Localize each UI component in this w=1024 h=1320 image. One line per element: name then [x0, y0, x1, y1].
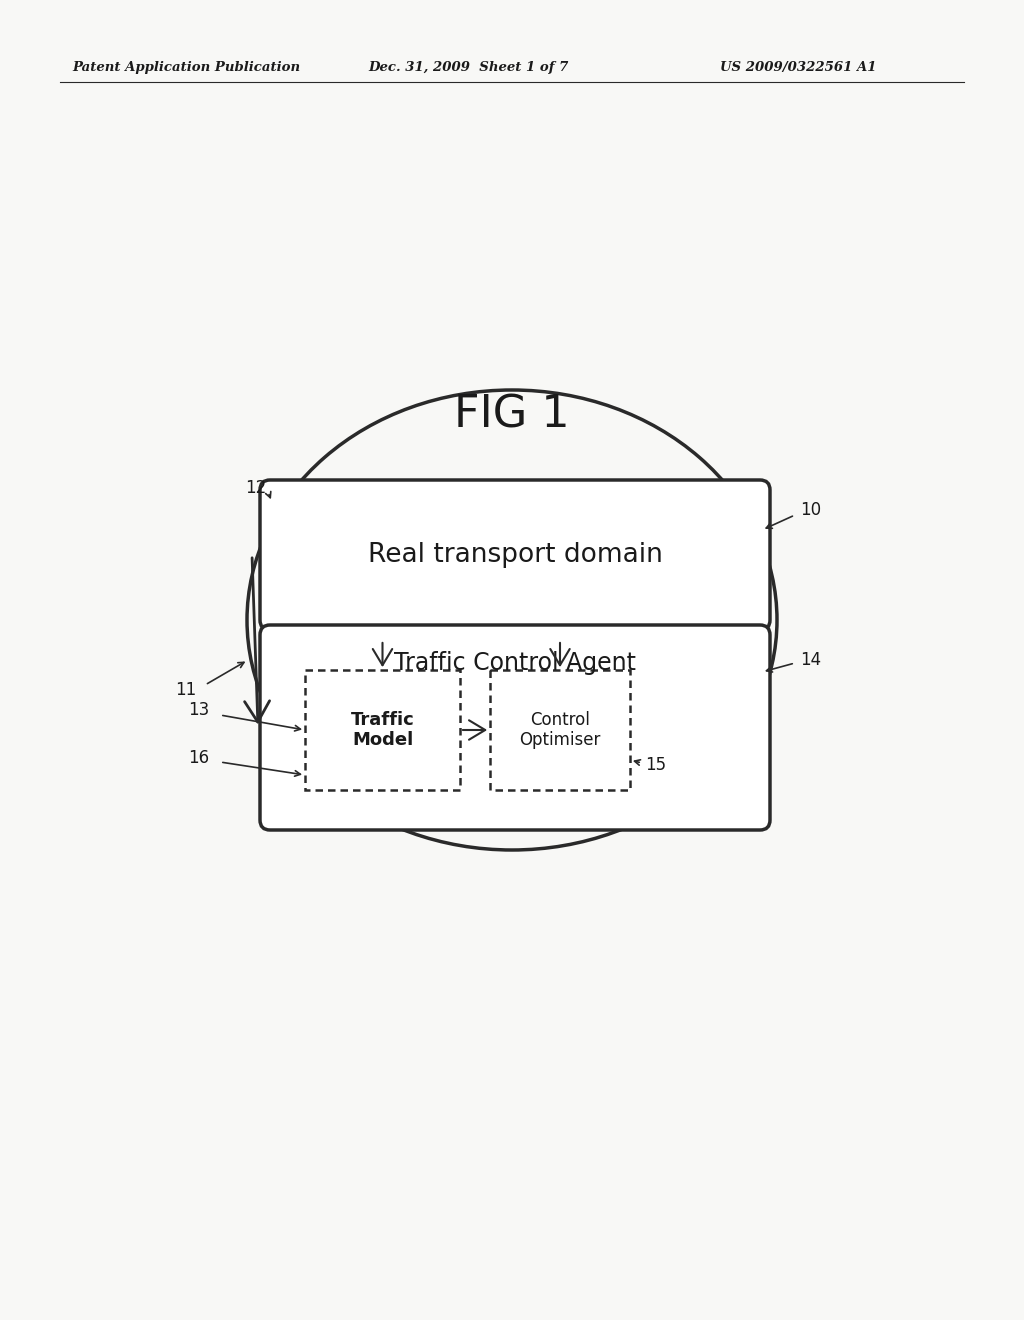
- Text: 15: 15: [645, 756, 667, 774]
- Text: FIG 1: FIG 1: [455, 393, 569, 437]
- Text: 16: 16: [188, 748, 209, 767]
- Text: 14: 14: [800, 651, 821, 669]
- Text: US 2009/0322561 A1: US 2009/0322561 A1: [720, 62, 877, 74]
- Text: Patent Application Publication: Patent Application Publication: [72, 62, 300, 74]
- Text: Dec. 31, 2009  Sheet 1 of 7: Dec. 31, 2009 Sheet 1 of 7: [368, 62, 568, 74]
- Text: 11: 11: [175, 681, 197, 700]
- Text: 10: 10: [800, 502, 821, 519]
- FancyBboxPatch shape: [305, 671, 460, 789]
- Text: Control
Optimiser: Control Optimiser: [519, 710, 601, 750]
- Text: 12: 12: [245, 479, 266, 498]
- Text: Traffic Control Agent: Traffic Control Agent: [394, 651, 636, 675]
- Text: Traffic
Model: Traffic Model: [350, 710, 415, 750]
- Text: Real transport domain: Real transport domain: [368, 543, 663, 568]
- Text: 13: 13: [188, 701, 209, 719]
- FancyBboxPatch shape: [260, 480, 770, 630]
- FancyBboxPatch shape: [260, 624, 770, 830]
- FancyBboxPatch shape: [490, 671, 630, 789]
